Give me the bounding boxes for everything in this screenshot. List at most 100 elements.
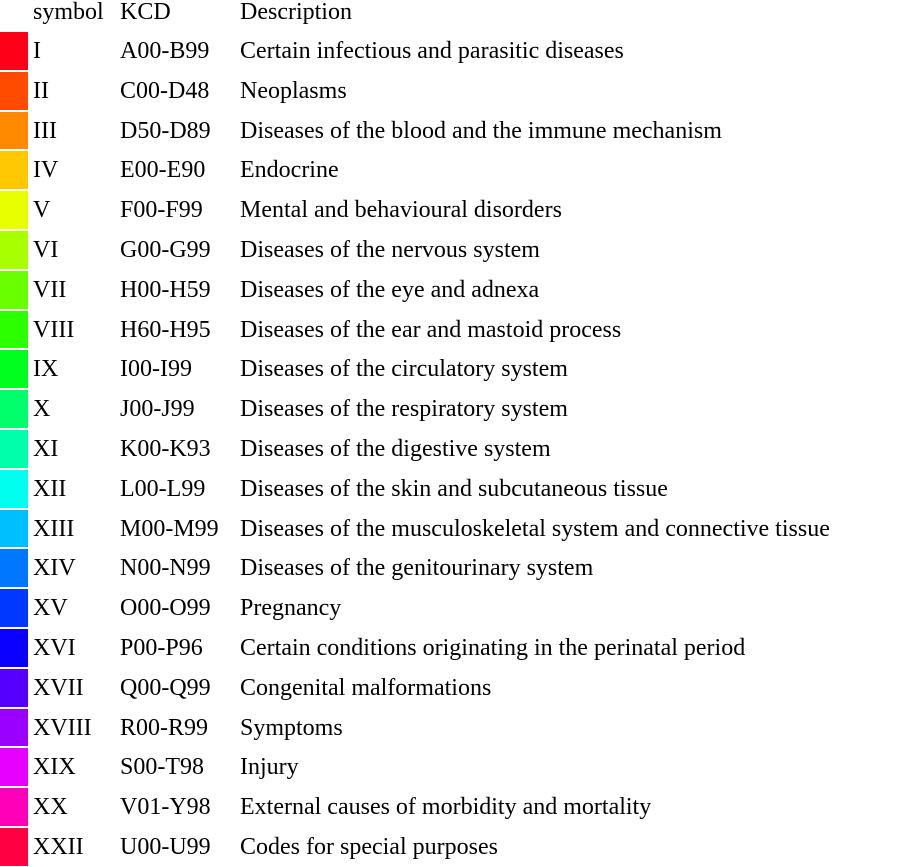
symbol-cell: XIV xyxy=(33,555,76,582)
symbol-cell: I xyxy=(33,38,41,64)
kcd-cell: H00-H59 xyxy=(120,276,211,303)
symbol-cell: XX xyxy=(33,794,68,821)
symbol-cell: XI xyxy=(33,435,59,462)
description-cell: Diseases of the skin and subcutaneous ti… xyxy=(240,475,668,502)
color-swatch xyxy=(0,111,28,150)
description-cell: Endocrine xyxy=(240,157,339,184)
kcd-cell: I00-I99 xyxy=(120,356,192,383)
symbol-cell: XIII xyxy=(33,515,75,542)
color-swatch xyxy=(0,589,28,627)
kcd-cell: O00-O99 xyxy=(120,595,211,622)
description-cell: Diseases of the respiratory system xyxy=(240,396,568,423)
color-swatch xyxy=(0,71,28,110)
kcd-cell: F00-F99 xyxy=(120,197,203,224)
color-swatch xyxy=(0,310,28,349)
symbol-cell: IX xyxy=(33,356,59,383)
kcd-cell: P00-P96 xyxy=(120,634,203,661)
symbol-cell: V xyxy=(33,197,51,224)
description-cell: Codes for special purposes xyxy=(240,833,498,860)
kcd-cell: H60-H95 xyxy=(120,316,211,343)
color-swatch xyxy=(0,429,28,468)
kcd-cell: Q00-Q99 xyxy=(120,674,211,701)
table-row: III D50-D89 Diseases of the blood and the … xyxy=(0,111,914,151)
symbol-cell: IV xyxy=(33,157,59,184)
color-swatch xyxy=(0,151,28,190)
description-cell: Certain infectious and parasitic disease… xyxy=(240,38,624,64)
table-row: IV E00-E90 Endocrine xyxy=(0,150,914,190)
kcd-cell: A00-B99 xyxy=(120,38,210,64)
table-row: V F00-F99 Mental and behavioural disorders xyxy=(0,190,914,230)
kcd-cell: V01-Y98 xyxy=(120,794,211,821)
symbol-cell: XIX xyxy=(33,754,76,781)
table-row: XV O00-O99 Pregnancy xyxy=(0,588,914,628)
description-cell: Diseases of the genitourinary system xyxy=(240,555,594,582)
table-row: XIV N00-N99 Diseases of the genitourinary … xyxy=(0,548,914,588)
description-cell: Injury xyxy=(240,754,299,781)
table-row: XVIII R00-R99 Symptoms xyxy=(0,708,914,748)
table-row: XVII Q00-Q99 Congenital malformations xyxy=(0,668,914,708)
kcd-cell: K00-K93 xyxy=(120,435,211,462)
symbol-cell: XV xyxy=(33,595,68,622)
description-cell: Diseases of the ear and mastoid process xyxy=(240,316,622,343)
symbol-cell: VI xyxy=(33,236,59,263)
description-cell: Pregnancy xyxy=(240,595,342,622)
table-row: XVI P00-P96 Certain conditions originating… xyxy=(0,628,914,668)
description-cell: External causes of morbidity and mortali… xyxy=(240,794,652,821)
color-swatch xyxy=(0,628,28,667)
description-cell: Mental and behavioural disorders xyxy=(240,197,562,224)
table-row: XXII U00-U99 Codes for special purposes xyxy=(0,827,914,867)
table-row: XI K00-K93 Diseases of the digestive syste… xyxy=(0,429,914,469)
color-swatch xyxy=(0,509,28,548)
kcd-cell: C00-D48 xyxy=(120,77,210,104)
color-swatch xyxy=(0,469,28,508)
color-swatch xyxy=(0,748,28,787)
header-description: Description xyxy=(240,0,352,25)
symbol-cell: II xyxy=(33,77,49,104)
kcd-cell: G00-G99 xyxy=(120,236,211,263)
color-swatch xyxy=(0,668,28,707)
kcd-cell: N00-N99 xyxy=(120,555,211,582)
kcd-cell: J00-J99 xyxy=(120,396,195,423)
symbol-cell: VII xyxy=(33,276,67,303)
description-cell: Diseases of the circulatory system xyxy=(240,356,568,383)
kcd-cell: U00-U99 xyxy=(120,833,211,860)
table-row: X J00-J99 Diseases of the respiratory syst… xyxy=(0,389,914,429)
description-cell: Diseases of the eye and adnexa xyxy=(240,276,540,303)
color-swatch xyxy=(0,708,28,747)
table-row: XII L00-L99 Diseases of the skin and subcu… xyxy=(0,469,914,509)
description-cell: Neoplasms xyxy=(240,77,347,104)
description-cell: Diseases of the digestive system xyxy=(240,435,551,462)
table-row: XX V01-Y98 External causes of morbidity an… xyxy=(0,787,914,827)
color-swatch xyxy=(0,350,28,389)
symbol-cell: XVIII xyxy=(33,714,92,741)
symbol-cell: XII xyxy=(33,475,67,502)
description-cell: Congenital malformations xyxy=(240,674,492,701)
color-swatch xyxy=(0,230,28,269)
table-row: I A00-B99 Certain infectious and parasitic… xyxy=(0,31,914,71)
color-swatch xyxy=(0,549,28,588)
kcd-cell: S00-T98 xyxy=(120,754,204,781)
kcd-cell: E00-E90 xyxy=(120,157,206,184)
table-row: IX I00-I99 Diseases of the circulatory sys… xyxy=(0,349,914,389)
table-body: I A00-B99 Certain infectious and parasitic… xyxy=(0,31,914,867)
description-cell: Diseases of the nervous system xyxy=(240,236,540,263)
symbol-cell: XXII xyxy=(33,833,84,860)
kcd-cell: L00-L99 xyxy=(120,475,206,502)
color-swatch xyxy=(0,827,28,866)
table-row: VI G00-G99 Diseases of the nervous system xyxy=(0,230,914,270)
header-kcd: KCD xyxy=(120,0,171,25)
table-row: II C00-D48 Neoplasms xyxy=(0,71,914,111)
symbol-cell: VIII xyxy=(33,316,75,343)
color-swatch xyxy=(0,191,28,229)
description-cell: Symptoms xyxy=(240,714,343,741)
symbol-cell: III xyxy=(33,117,57,144)
description-cell: Diseases of the musculoskeletal system a… xyxy=(240,515,830,542)
header-symbol: symbol xyxy=(33,0,104,25)
color-swatch xyxy=(0,32,28,70)
table-row: VII H00-H59 Diseases of the eye and adnexa xyxy=(0,270,914,310)
symbol-cell: XVI xyxy=(33,634,76,661)
kcd-cell: M00-M99 xyxy=(120,515,219,542)
symbol-cell: X xyxy=(33,396,51,423)
table-header: symbol KCD Description xyxy=(0,0,914,26)
